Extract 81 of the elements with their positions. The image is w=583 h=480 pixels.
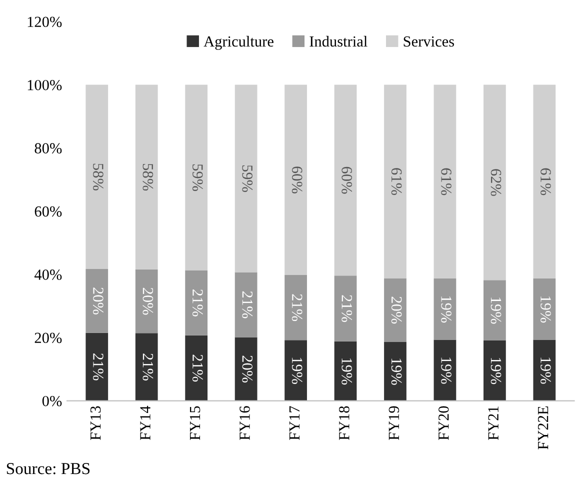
data-label: 21% (192, 354, 203, 382)
bar (135, 269, 158, 334)
y-tick-label: 100% (28, 80, 62, 90)
data-label: 58% (93, 164, 104, 190)
y-tick-label: 0% (42, 396, 62, 406)
x-tick-label: FY13 (90, 406, 101, 440)
x-tick-label: FY16 (240, 406, 250, 440)
bar (533, 340, 556, 401)
y-tick-label: 80% (34, 143, 62, 154)
data-label: 60% (292, 166, 302, 194)
legend-label: Industrial (310, 36, 368, 47)
data-label: 21% (342, 295, 352, 322)
source-note: Source: PBS (6, 463, 90, 474)
data-label: 19% (540, 358, 551, 384)
bar (384, 84, 406, 278)
bar (135, 333, 158, 401)
bar (135, 84, 158, 270)
data-label: 21% (292, 294, 302, 322)
data-label: 19% (441, 358, 452, 384)
bar (234, 84, 258, 272)
x-tick-label: FY15 (190, 406, 200, 440)
bar (434, 340, 456, 401)
bar (185, 270, 208, 336)
data-label: 59% (242, 165, 253, 192)
legend-label: Agriculture (204, 36, 274, 50)
x-tick-label: FY19 (388, 406, 400, 440)
data-label: 58% (142, 164, 154, 191)
data-label: 21% (142, 354, 154, 380)
x-tick-label: FY18 (339, 406, 350, 440)
data-label: 19% (490, 298, 502, 324)
data-label: 62% (490, 169, 502, 196)
bar (284, 84, 307, 276)
data-label: 19% (540, 296, 551, 323)
bar (284, 275, 307, 340)
bar (533, 84, 556, 279)
bar (185, 84, 208, 270)
bar (434, 84, 456, 279)
data-label: 19% (292, 358, 302, 384)
y-tick-label: 120% (28, 16, 62, 28)
legend-label: Services (404, 36, 454, 47)
data-label: 19% (441, 296, 452, 323)
data-label: 60% (342, 166, 352, 194)
data-label: 21% (242, 291, 253, 318)
bar (484, 340, 506, 401)
y-tick-label: 20% (34, 332, 62, 344)
data-label: 19% (391, 358, 402, 385)
data-label: 21% (192, 290, 203, 316)
bar (334, 341, 357, 401)
x-tick-label: FY22E (538, 406, 548, 450)
bar (234, 272, 258, 338)
data-label: 61% (441, 168, 452, 196)
bar (334, 276, 357, 342)
bar (284, 340, 307, 401)
x-tick-label: FY14 (140, 406, 150, 440)
bar (384, 342, 406, 401)
data-label: 20% (391, 296, 402, 324)
data-label: 59% (192, 164, 203, 192)
bar (86, 84, 108, 270)
bar (86, 269, 108, 333)
bar (434, 278, 456, 340)
data-label: 20% (142, 288, 154, 315)
bar (384, 278, 406, 342)
data-label: 21% (93, 354, 104, 380)
bar (185, 335, 208, 401)
x-tick-label: FY21 (488, 406, 498, 440)
bar (334, 84, 357, 276)
bar (484, 84, 506, 280)
data-label: 19% (490, 358, 502, 384)
data-label: 19% (342, 358, 352, 385)
data-label: 61% (540, 168, 551, 196)
bar (484, 280, 506, 340)
bar (234, 337, 258, 401)
data-label: 61% (391, 168, 402, 195)
data-label: 20% (242, 356, 253, 383)
x-tick-label: FY20 (438, 406, 449, 440)
bar (533, 278, 556, 340)
y-tick-label: 60% (34, 206, 62, 217)
data-label: 20% (93, 288, 104, 314)
bar (86, 332, 108, 401)
x-tick-label: FY17 (289, 406, 300, 440)
y-tick-label: 40% (34, 270, 62, 280)
